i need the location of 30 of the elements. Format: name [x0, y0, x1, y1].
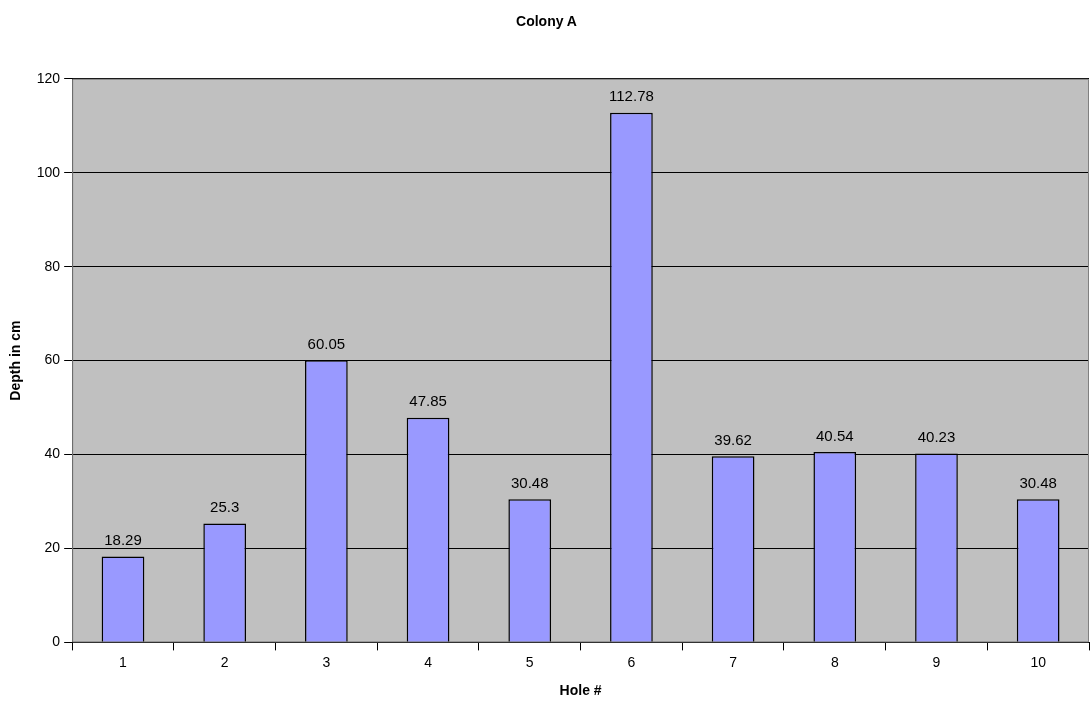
x-tick-label: 8 — [830, 653, 839, 670]
x-tick-label: 2 — [220, 653, 229, 670]
x-tick-label: 3 — [322, 653, 331, 670]
data-label: 40.23 — [917, 428, 956, 446]
x-tick-label: 9 — [932, 653, 941, 670]
data-label: 40.54 — [816, 426, 854, 444]
x-tick-label: 5 — [525, 653, 534, 670]
data-label: 25.3 — [210, 498, 240, 516]
y-tick-label: 80 — [44, 257, 61, 274]
data-label: 39.62 — [714, 430, 752, 448]
y-tick-label: 40 — [44, 445, 61, 462]
y-tick-label: 20 — [44, 539, 61, 556]
x-tick-label: 4 — [424, 653, 433, 670]
data-label: 60.05 — [307, 335, 346, 353]
y-tick-label: 120 — [36, 69, 61, 86]
y-tick-label: 60 — [44, 351, 61, 368]
x-tick-label: 6 — [627, 653, 636, 670]
x-tick-label: 7 — [729, 653, 738, 670]
x-axis-title: Hole # — [559, 682, 602, 699]
chart-title: Colony A — [516, 13, 577, 30]
x-tick-label: 1 — [119, 653, 128, 670]
data-label: 30.48 — [1019, 473, 1057, 491]
data-label: 112.78 — [609, 87, 654, 105]
x-tick-label: 10 — [1030, 653, 1047, 670]
y-tick-label: 0 — [52, 633, 61, 650]
data-label: 47.85 — [409, 392, 447, 410]
data-label: 18.29 — [104, 531, 142, 549]
data-label: 30.48 — [510, 473, 549, 491]
y-tick-label: 100 — [36, 163, 61, 180]
y-axis-title: Depth in cm — [7, 320, 24, 401]
